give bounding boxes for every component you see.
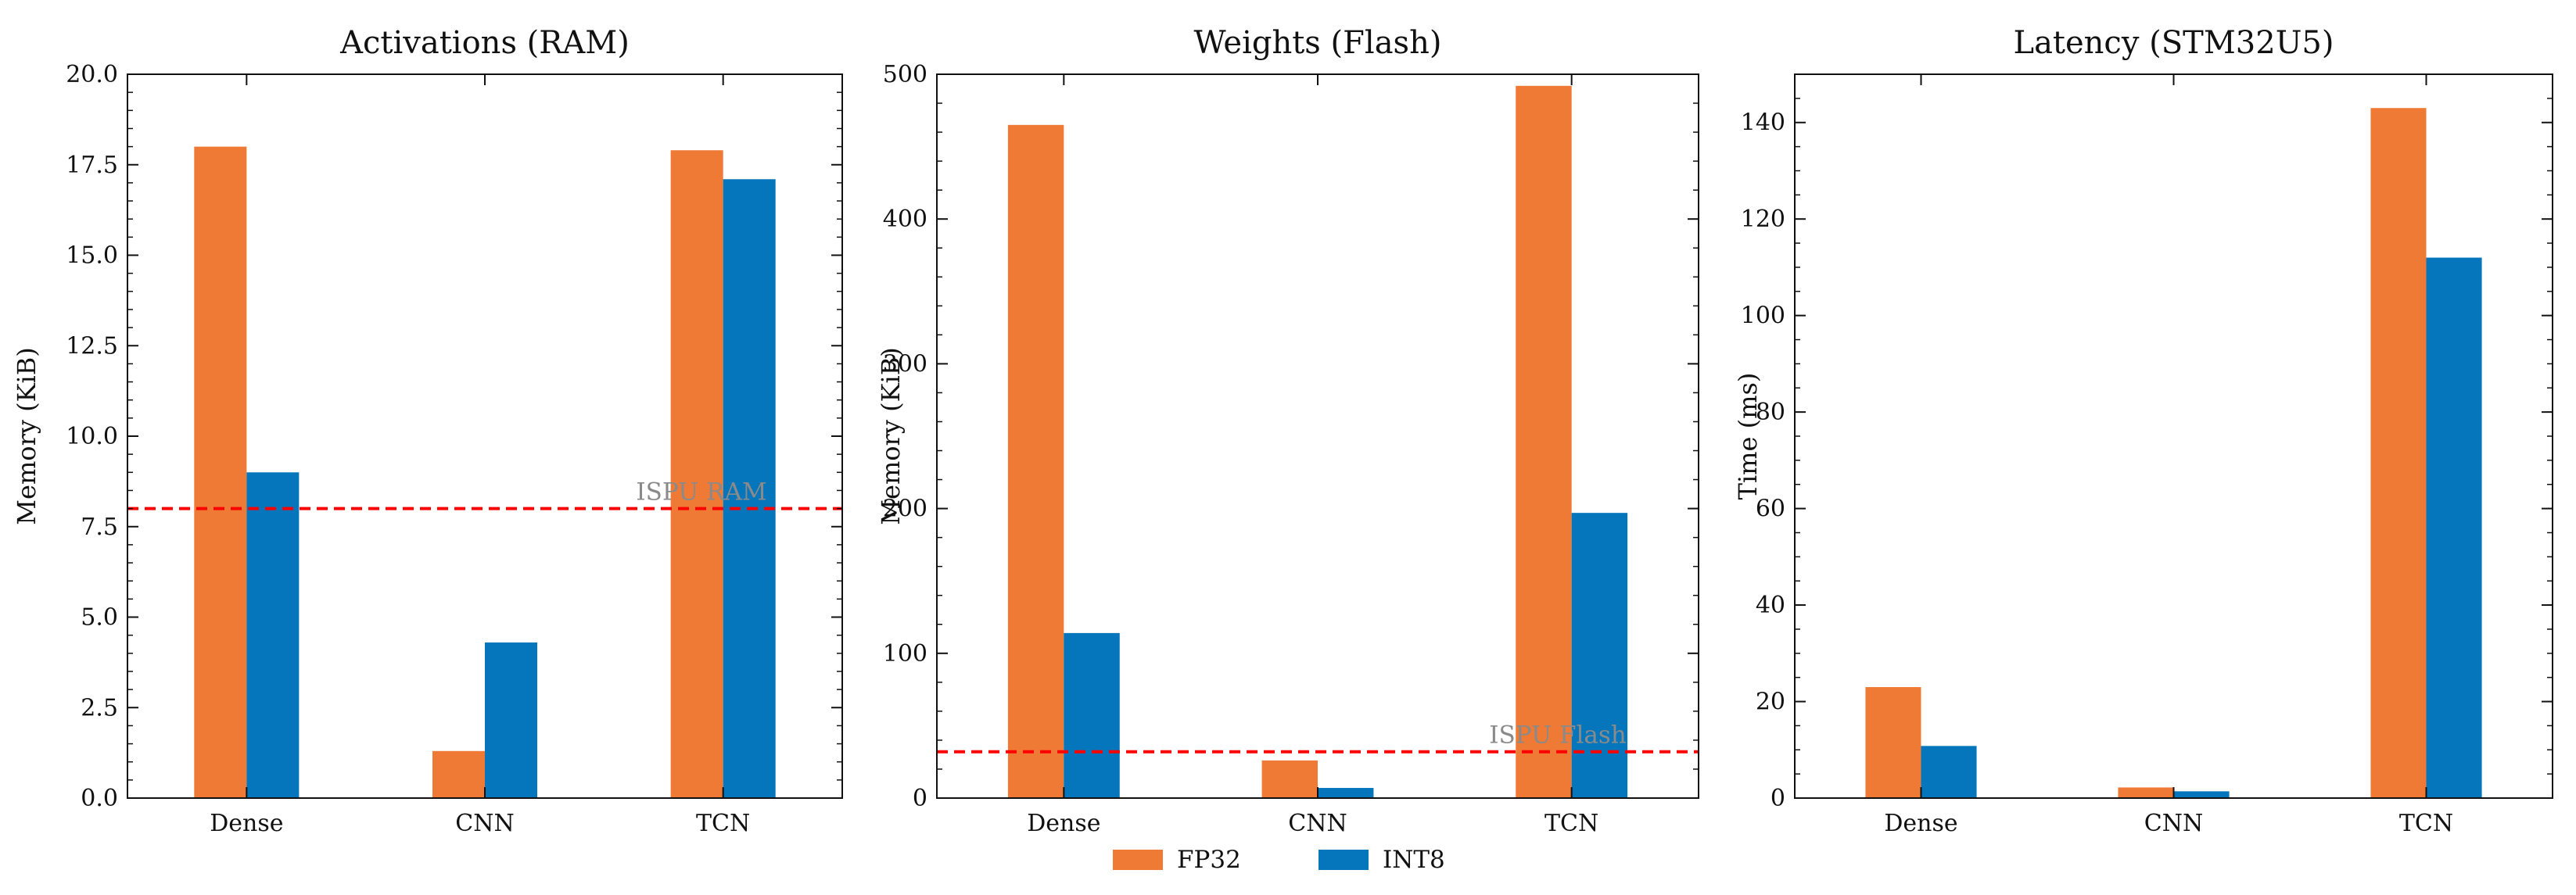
- reference-line-label: ISPU RAM: [636, 478, 766, 507]
- legend-swatch-int8: [1318, 850, 1369, 870]
- bar-fp32-cnn: [1261, 760, 1318, 798]
- y-tick-label: 100: [1741, 303, 1785, 330]
- y-tick-label: 60: [1756, 496, 1785, 523]
- bar-int8-tcn: [723, 179, 776, 798]
- reference-line-label: ISPU Flash: [1489, 721, 1627, 750]
- bar-fp32-tcn: [1516, 85, 1572, 799]
- bar-int8-cnn: [1318, 788, 1374, 798]
- chart-title: Latency (STM32U5): [2014, 25, 2334, 61]
- x-tick-label-dense: Dense: [1027, 810, 1100, 837]
- x-tick-label-cnn: CNN: [1288, 810, 1347, 837]
- x-tick-label-dense: Dense: [1884, 810, 1957, 837]
- x-tick-label-dense: Dense: [210, 810, 283, 837]
- legend-label-fp32: FP32: [1177, 846, 1241, 874]
- x-tick-label-cnn: CNN: [2144, 810, 2203, 837]
- bar-fp32-dense: [1865, 687, 1921, 798]
- panel-weights: ISPU Flash 0 100 200 300 400 500 Dense CNN TCN Wei…: [876, 25, 1699, 837]
- bar-fp32-dense: [194, 146, 247, 799]
- legend-swatch-fp32: [1113, 850, 1163, 870]
- bar-int8-dense: [246, 472, 300, 798]
- y-tick-label: 140: [1741, 109, 1785, 137]
- bar-fp32-tcn: [2370, 108, 2427, 799]
- x-tick-label-cnn: CNN: [455, 810, 514, 837]
- chart-title: Activations (RAM): [339, 25, 630, 61]
- y-tick-label: 10.0: [66, 423, 118, 450]
- y-tick-label: 2.5: [81, 694, 118, 721]
- y-tick-label: 17.5: [66, 152, 118, 179]
- y-tick-label: 7.5: [81, 514, 118, 541]
- y-tick-label: 20.0: [66, 61, 118, 88]
- bar-int8-tcn: [1571, 513, 1628, 798]
- y-tick-label: 15.0: [66, 242, 118, 270]
- x-tick-label-tcn: TCN: [2399, 810, 2453, 837]
- y-tick-label: 5.0: [81, 604, 118, 632]
- y-tick-label: 80: [1756, 399, 1785, 426]
- y-tick-label: 500: [883, 61, 927, 88]
- y-axis-label: Time (ms): [1733, 373, 1763, 500]
- y-axis-label: Memory (KiB): [12, 347, 41, 524]
- bar-int8-dense: [1921, 746, 1977, 798]
- bar-fp32-dense: [1007, 124, 1064, 798]
- bar-fp32-cnn: [432, 750, 485, 798]
- y-tick-label: 20: [1756, 689, 1785, 716]
- x-tick-label-tcn: TCN: [1545, 810, 1598, 837]
- y-tick-label: 400: [883, 206, 927, 233]
- panel-latency: 0 20 40 60 80 100 120 140 Dense CNN TCN Latency (ST…: [1733, 25, 2553, 837]
- y-axis-label: Memory (KiB): [876, 347, 906, 524]
- bar-int8-cnn: [2173, 791, 2230, 798]
- chart-title: Weights (Flash): [1194, 25, 1442, 61]
- x-tick-label-tcn: TCN: [696, 810, 750, 837]
- bar-fp32-cnn: [2118, 787, 2174, 798]
- y-tick-label: 40: [1756, 592, 1785, 619]
- bar-int8-tcn: [2426, 257, 2482, 798]
- legend-label-int8: INT8: [1383, 846, 1445, 874]
- y-tick-label: 100: [883, 640, 927, 668]
- y-tick-label: 300: [883, 350, 927, 378]
- y-tick-label: 0: [1771, 785, 1785, 812]
- bar-fp32-tcn: [670, 150, 723, 799]
- y-tick-label: 0: [913, 785, 927, 812]
- bar-int8-dense: [1064, 632, 1120, 798]
- legend: FP32 INT8: [1113, 846, 1445, 874]
- y-tick-label: 120: [1741, 206, 1785, 233]
- y-tick-label: 200: [883, 496, 927, 523]
- y-tick-label: 0.0: [81, 785, 118, 812]
- bar-int8-cnn: [485, 642, 538, 798]
- y-tick-label: 12.5: [66, 332, 118, 360]
- panel-activations: ISPU RAM 0.0 2.5 5.0 7.5 10.0 12.5 15.0 17.5 20.0…: [12, 25, 843, 837]
